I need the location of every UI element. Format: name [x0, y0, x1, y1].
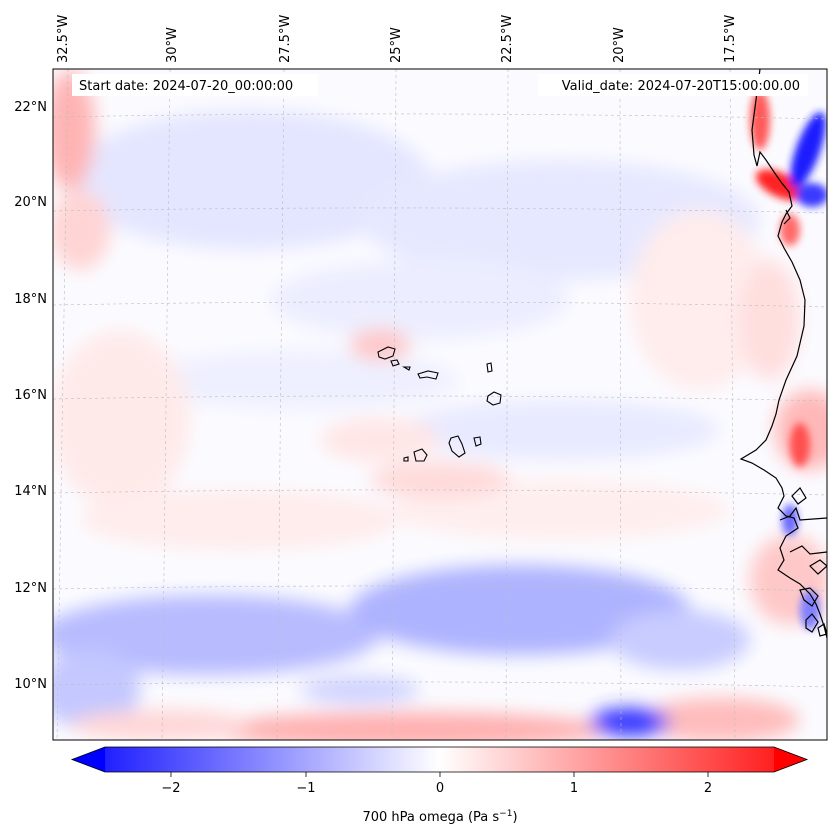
lat-label-12n: 12°N [14, 581, 47, 596]
map-panel [53, 69, 827, 740]
lon-label-32-5w: 32.5°W [56, 15, 71, 63]
cape-verde-islands [377, 346, 502, 462]
colorbar-tick-neg1: −1 [296, 781, 315, 796]
island-sao-vicente [390, 359, 400, 367]
colorbar-tick-2: 2 [704, 781, 712, 796]
island-fogo [413, 448, 428, 462]
island-sao-nicolau [417, 370, 439, 380]
colorbar-tick-neg2: −2 [161, 781, 180, 796]
colorbar-tick-0: 0 [436, 781, 444, 796]
lat-label-20n: 20°N [14, 195, 47, 210]
colorbar: −2 −1 0 1 2 700 hPa omega (Pa s−1) [70, 746, 809, 825]
lat-label-22n: 22°N [14, 100, 47, 115]
lon-label-27-5w: 27.5°W [278, 15, 293, 63]
map-frame [52, 68, 828, 741]
lon-label-17-5w: 17.5°W [723, 15, 738, 63]
lon-label-30w: 30°W [165, 27, 180, 63]
lon-label-20w: 20°W [612, 27, 627, 63]
latitude-labels: 22°N 20°N 18°N 16°N 14°N 12°N 10°N [14, 100, 47, 692]
island-maio [473, 436, 482, 447]
island-santa-luzia [402, 366, 411, 371]
lon-label-22-5w: 22.5°W [500, 15, 515, 63]
island-santo-antao [377, 346, 396, 360]
start-date-label: Start date: 2024-07-20_00:00:00 [79, 79, 293, 94]
island-santiago [448, 435, 466, 458]
valid-date-label: Valid_date: 2024-07-20T15:00:00.00 [562, 79, 800, 94]
colorbar-label: 700 hPa omega (Pa s−1) [362, 809, 517, 825]
valid-date-box [538, 74, 808, 96]
lon-label-25w: 25°W [389, 27, 404, 63]
colorbar-max-extension [774, 747, 807, 772]
omega-field [53, 70, 827, 740]
island-boa-vista [486, 391, 502, 406]
lat-label-10n: 10°N [14, 677, 47, 692]
lat-label-16n: 16°N [14, 388, 47, 403]
longitude-labels: 32.5°W 30°W 27.5°W 25°W 22.5°W 20°W 17.5… [56, 15, 738, 63]
lat-label-18n: 18°N [14, 292, 47, 307]
african-coastline [739, 69, 827, 639]
island-sal [486, 362, 493, 373]
lat-label-14n: 14°N [14, 484, 47, 499]
island-brava [403, 456, 409, 462]
colorbar-min-extension [72, 747, 105, 772]
gridlines [53, 69, 827, 740]
colorbar-gradient [105, 747, 774, 772]
colorbar-outline [70, 746, 809, 773]
colorbar-ticks [170, 772, 709, 777]
colorbar-tick-1: 1 [570, 781, 578, 796]
start-date-box [72, 74, 318, 96]
